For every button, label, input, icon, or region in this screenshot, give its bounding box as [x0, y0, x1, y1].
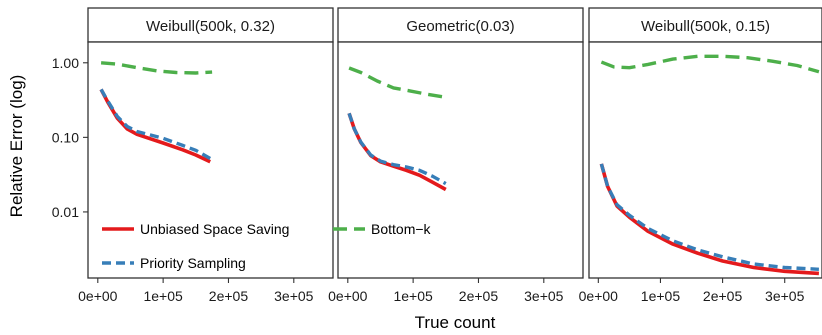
series-line-uss — [599, 163, 820, 276]
series-line-uss — [99, 88, 211, 164]
facet-strip — [588, 7, 822, 43]
x-tick-label: 2e+05 — [209, 288, 249, 304]
x-tick-label: 0e+00 — [579, 288, 619, 304]
plot-panel-border — [588, 41, 822, 279]
legend-label: Unbiased Space Saving — [140, 221, 289, 237]
series-line-bottomk — [100, 61, 213, 75]
series-line-uss — [347, 112, 447, 192]
series-line-bottomk — [600, 54, 820, 74]
legend: Unbiased Space Saving Bottom−k Priority Sa… — [102, 221, 432, 271]
legend-item-bottomk: Bottom−k — [333, 221, 432, 237]
legend-label: Priority Sampling — [140, 255, 246, 271]
y-tick-label: 0.10 — [52, 129, 79, 145]
x-tick-label: 0e+00 — [328, 288, 368, 304]
facet-strip — [87, 7, 334, 43]
facet-panel-2: Geometric(0.03) 0e+00 1e+05 2e+05 3e+05 — [328, 7, 584, 304]
facet-strip — [337, 7, 584, 43]
series-lines — [599, 54, 820, 276]
x-tick-label: 1e+05 — [641, 288, 681, 304]
series-line-priority — [99, 88, 212, 160]
x-tick-label: 1e+05 — [143, 288, 183, 304]
x-tick-label: 3e+05 — [524, 288, 564, 304]
y-axis-title: Relative Error (log) — [7, 75, 26, 218]
facet-panel-3: Weibull(500k, 0.15) 0e+00 1e+05 2e+05 3e+05 — [579, 7, 822, 304]
axis-titles: True count Relative Error (log) — [7, 75, 496, 332]
series-lines — [99, 61, 213, 164]
x-tick-label: 3e+05 — [274, 288, 314, 304]
facet-strip-label: Weibull(500k, 0.15) — [641, 18, 770, 35]
x-tick-label: 3e+05 — [765, 288, 805, 304]
x-tick-label: 1e+05 — [393, 288, 433, 304]
legend-item-priority: Priority Sampling — [102, 255, 246, 271]
facet-panel-1: Weibull(500k, 0.32) 0e+00 1e+05 2e+05 3e+05 0… — [52, 7, 334, 304]
x-tick-label: 0e+00 — [78, 288, 118, 304]
y-tick-label: 0.01 — [52, 204, 79, 220]
series-line-bottomk — [348, 66, 443, 99]
legend-item-uss: Unbiased Space Saving — [102, 221, 289, 237]
series-line-priority — [347, 112, 447, 186]
x-tick-label: 2e+05 — [459, 288, 499, 304]
facet-strip-label: Geometric(0.03) — [406, 18, 514, 35]
panels-layer: Weibull(500k, 0.32) 0e+00 1e+05 2e+05 3e+05 0… — [52, 7, 822, 304]
x-tick-label: 2e+05 — [703, 288, 743, 304]
series-lines — [347, 66, 447, 192]
x-axis-title: True count — [415, 313, 496, 332]
legend-label: Bottom−k — [371, 221, 432, 237]
facet-strip-label: Weibull(500k, 0.32) — [146, 18, 275, 35]
y-tick-label: 1.00 — [52, 55, 79, 71]
